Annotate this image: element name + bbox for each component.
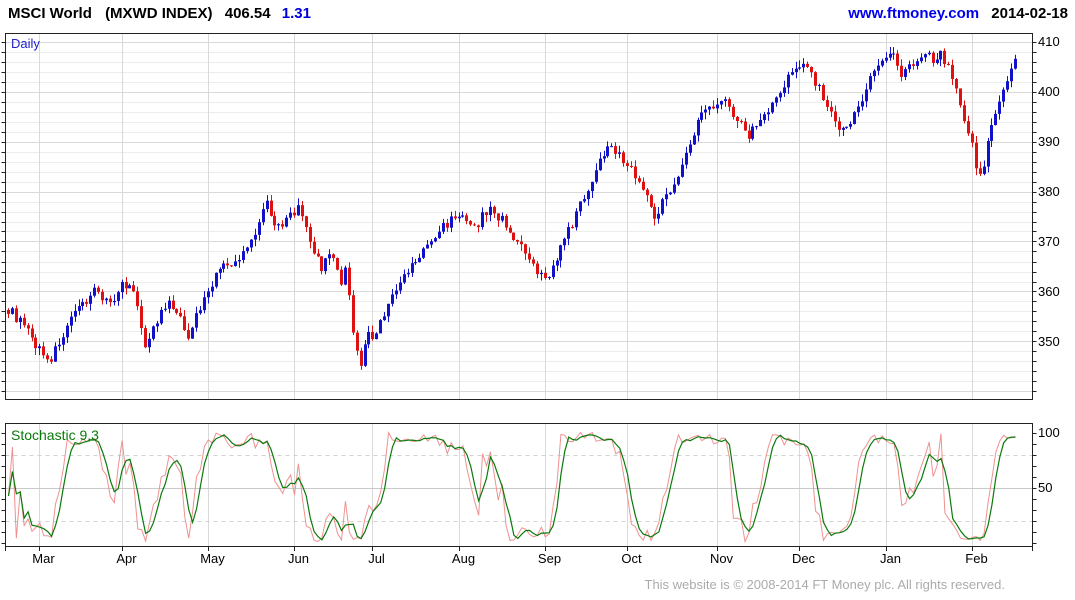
x-axis-months: Mar Apr May Jun Jul Aug Sep Oct Nov Dec Jan Feb: [5, 546, 1033, 566]
stochastic-y-axis: 100 50: [1, 425, 1060, 544]
copyright-footer: This website is © 2008-2014 FT Money plc…: [644, 577, 1006, 592]
main-y-axis: 350 360 370 380 390 400 410: [1, 34, 1060, 392]
chart-date: 2014-02-18: [991, 5, 1068, 22]
month-label: May: [200, 551, 225, 566]
svg-text:50: 50: [1038, 480, 1052, 495]
candlesticks: [7, 47, 1017, 370]
month-label: Sep: [538, 551, 561, 566]
svg-text:370: 370: [1038, 234, 1060, 249]
month-label: Jun: [288, 551, 309, 566]
price-change: 1.31: [281, 5, 311, 22]
svg-text:400: 400: [1038, 84, 1060, 99]
month-label: Oct: [621, 551, 642, 566]
svg-text:350: 350: [1038, 334, 1060, 349]
month-label: Aug: [452, 551, 475, 566]
month-label: Apr: [116, 551, 137, 566]
stochastic-lines: [7, 430, 1016, 544]
month-label: Nov: [710, 551, 734, 566]
stochastic-k-line: [8, 430, 1016, 544]
timeframe-label: Daily: [11, 36, 40, 51]
month-label: Mar: [32, 551, 55, 566]
svg-text:380: 380: [1038, 184, 1060, 199]
last-price: 406.54: [224, 5, 271, 22]
stochastic-panel-frame: [5, 423, 1033, 547]
ftmoney-link[interactable]: www.ftmoney.com: [848, 5, 980, 22]
main-panel-frame: [5, 33, 1033, 400]
panel-frames: [5, 33, 1033, 547]
chart-header: MSCI World (MXWD INDEX) 406.54 1.31: [8, 5, 311, 22]
instrument-name: MSCI World: [8, 5, 92, 22]
stochastic-gridlines: [5, 455, 1033, 522]
month-label: Jul: [368, 551, 385, 566]
header-right: www.ftmoney.com 2014-02-18: [848, 5, 1068, 22]
main-gridlines: [5, 42, 1033, 392]
svg-text:100: 100: [1038, 425, 1060, 440]
month-label: Dec: [792, 551, 816, 566]
stochastic-d-line: [7, 434, 1016, 541]
month-label: Feb: [965, 551, 987, 566]
stochastic-label: Stochastic 9,3: [11, 427, 99, 443]
svg-text:360: 360: [1038, 284, 1060, 299]
svg-text:390: 390: [1038, 134, 1060, 149]
svg-text:410: 410: [1038, 34, 1060, 49]
month-label: Jan: [880, 551, 901, 566]
instrument-ticker: (MXWD INDEX): [105, 5, 213, 22]
